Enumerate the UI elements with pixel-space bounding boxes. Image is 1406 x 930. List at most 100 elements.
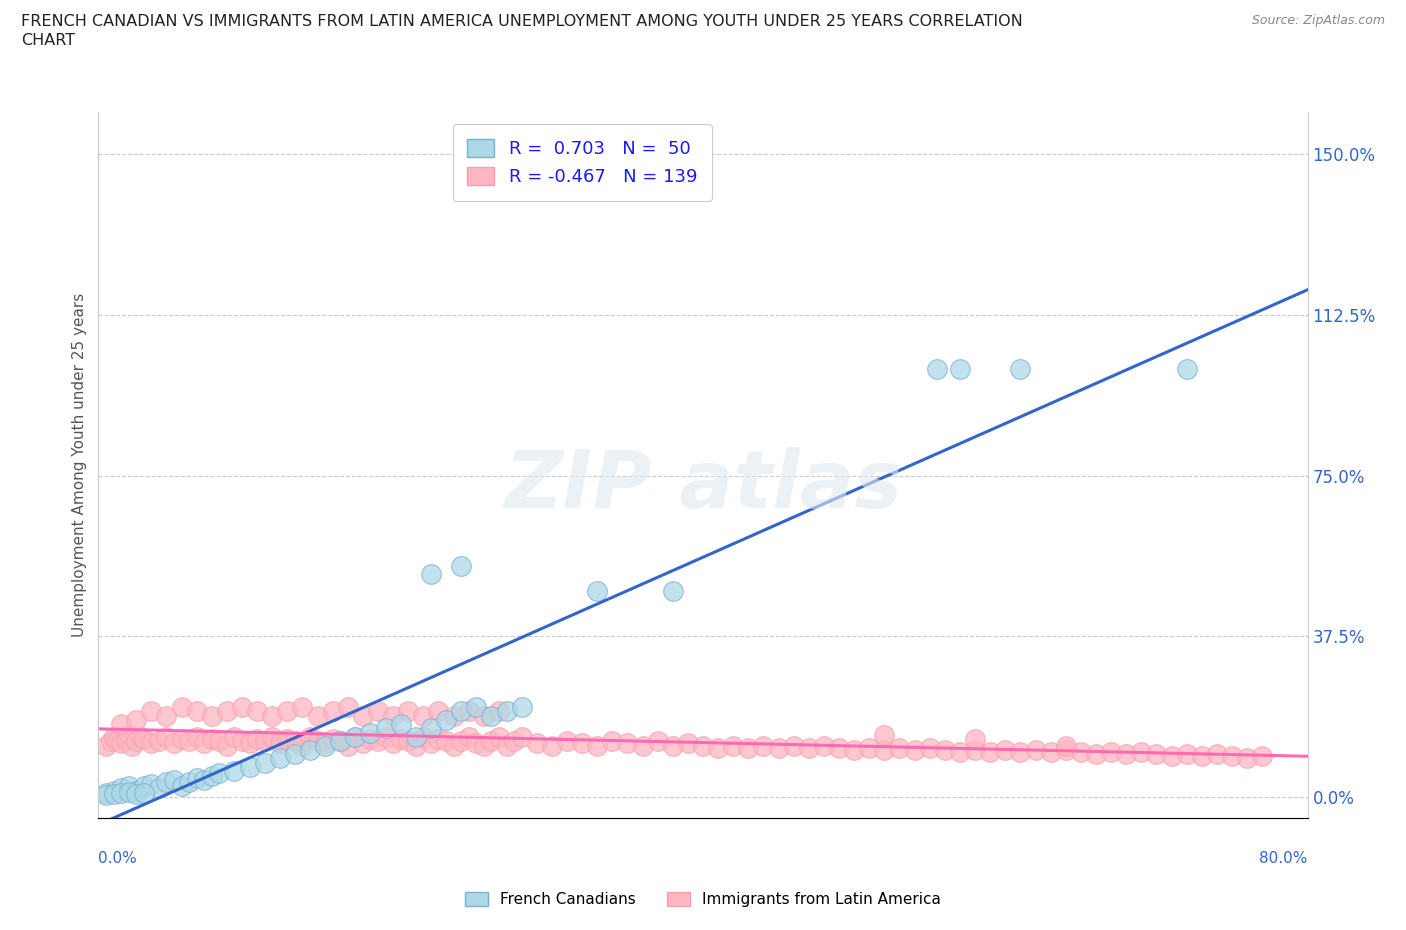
Point: [488, 704, 510, 719]
Point: [503, 734, 526, 749]
Point: [193, 773, 215, 788]
Point: [586, 584, 609, 599]
Point: [114, 732, 136, 747]
Point: [360, 732, 382, 747]
Point: [828, 740, 851, 755]
Point: [215, 738, 238, 753]
Point: [110, 717, 132, 732]
Point: [141, 736, 163, 751]
Point: [526, 736, 548, 751]
Point: [965, 732, 987, 747]
Point: [1144, 747, 1167, 762]
Point: [360, 725, 382, 740]
Point: [105, 734, 128, 749]
Point: [768, 740, 790, 755]
Point: [110, 736, 132, 751]
Point: [434, 734, 457, 749]
Point: [443, 708, 465, 723]
Legend: French Canadians, Immigrants from Latin America: French Canadians, Immigrants from Latin …: [460, 885, 946, 913]
Point: [344, 729, 367, 744]
Point: [661, 584, 683, 599]
Text: 0.0%: 0.0%: [98, 851, 138, 866]
Point: [949, 745, 972, 760]
Point: [118, 778, 141, 793]
Point: [927, 361, 949, 376]
Point: [450, 558, 472, 573]
Text: Source: ZipAtlas.com: Source: ZipAtlas.com: [1251, 14, 1385, 27]
Text: ZIP atlas: ZIP atlas: [503, 447, 903, 525]
Point: [889, 740, 911, 755]
Point: [481, 708, 503, 723]
Point: [94, 788, 117, 803]
Point: [752, 738, 775, 753]
Point: [1024, 742, 1046, 757]
Point: [631, 738, 654, 753]
Point: [284, 734, 307, 749]
Point: [141, 777, 163, 791]
Point: [269, 736, 291, 751]
Point: [405, 729, 427, 744]
Point: [602, 734, 624, 749]
Point: [118, 784, 141, 799]
Point: [269, 751, 291, 766]
Point: [692, 738, 714, 753]
Point: [873, 742, 896, 757]
Point: [382, 736, 405, 751]
Point: [336, 699, 359, 714]
Point: [148, 781, 170, 796]
Point: [1039, 745, 1062, 760]
Point: [344, 729, 367, 744]
Point: [132, 785, 155, 800]
Point: [813, 738, 835, 753]
Point: [994, 742, 1017, 757]
Point: [457, 729, 479, 744]
Point: [103, 786, 125, 801]
Point: [427, 704, 450, 719]
Point: [125, 712, 148, 727]
Point: [110, 785, 132, 800]
Point: [389, 732, 412, 747]
Point: [465, 736, 488, 751]
Point: [1085, 747, 1108, 762]
Point: [163, 736, 186, 751]
Point: [299, 742, 322, 757]
Point: [201, 768, 224, 783]
Point: [1191, 749, 1213, 764]
Point: [965, 742, 987, 757]
Point: [420, 566, 443, 581]
Point: [367, 704, 389, 719]
Point: [405, 738, 427, 753]
Text: 80.0%: 80.0%: [1260, 851, 1308, 866]
Point: [979, 745, 1001, 760]
Point: [1220, 749, 1243, 764]
Point: [540, 738, 562, 753]
Point: [420, 736, 443, 751]
Point: [797, 740, 820, 755]
Point: [110, 781, 132, 796]
Point: [1236, 751, 1258, 766]
Point: [329, 734, 352, 749]
Point: [262, 729, 284, 744]
Point: [246, 732, 269, 747]
Point: [396, 734, 419, 749]
Point: [208, 766, 231, 781]
Point: [647, 734, 669, 749]
Point: [374, 721, 396, 736]
Point: [481, 734, 503, 749]
Legend: R =  0.703   N =  50, R = -0.467   N = 139: R = 0.703 N = 50, R = -0.467 N = 139: [453, 125, 711, 201]
Point: [307, 708, 329, 723]
Point: [488, 729, 510, 744]
Point: [367, 734, 389, 749]
Point: [186, 770, 208, 785]
Point: [170, 699, 193, 714]
Point: [253, 755, 276, 770]
Point: [1251, 749, 1274, 764]
Point: [412, 708, 434, 723]
Point: [314, 738, 336, 753]
Point: [141, 704, 163, 719]
Point: [352, 708, 374, 723]
Point: [510, 729, 533, 744]
Point: [443, 738, 465, 753]
Point: [1206, 747, 1229, 762]
Point: [336, 738, 359, 753]
